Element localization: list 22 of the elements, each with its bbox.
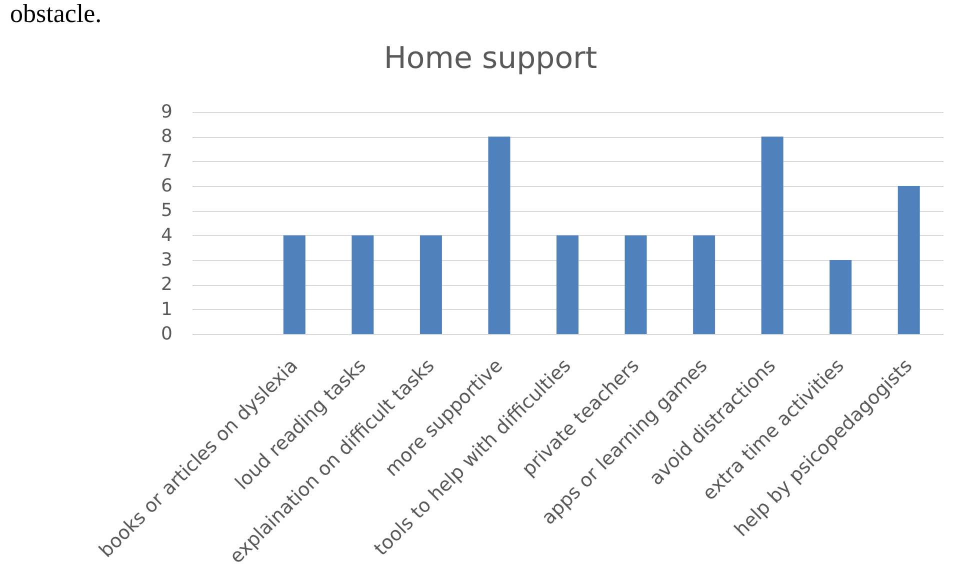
y-tick-label: 7 [161,150,172,172]
y-tick-label: 5 [161,200,172,222]
bar [624,235,647,334]
bar [556,235,578,334]
bar [830,260,852,334]
y-tick-label: 2 [161,274,172,296]
bar [488,136,510,334]
y-tick-label: 8 [161,126,172,148]
y-tick-label: 1 [161,298,172,320]
y-tick-label: 3 [161,250,172,270]
y-tick-label: 6 [161,176,172,196]
bar [352,235,374,334]
y-tick-label: 9 [161,102,172,122]
y-tick-label: 4 [161,224,172,246]
y-tick-label: 0 [161,324,172,344]
bar [693,235,716,334]
bar [420,235,442,334]
bar [283,235,306,334]
bar [898,186,920,334]
chart-title: Home support [384,40,598,76]
bar [761,136,784,334]
text: obstacle. [10,0,102,28]
